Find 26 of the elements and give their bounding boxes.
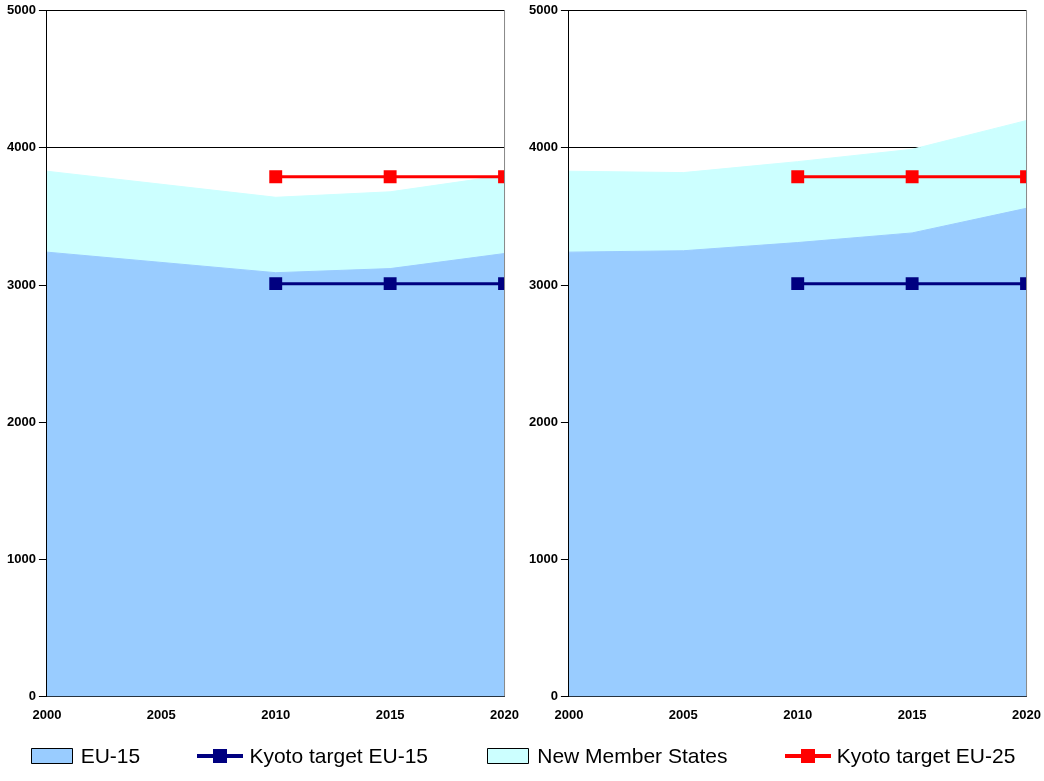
y-tick-label: 5000 bbox=[7, 2, 36, 18]
y-tick-label: 1000 bbox=[7, 550, 36, 566]
x-tick-label: 2020 bbox=[490, 706, 519, 722]
y-tick-label: 3000 bbox=[529, 276, 558, 292]
x-tick-label: 2010 bbox=[261, 706, 291, 722]
x-tick-label: 2020 bbox=[1012, 706, 1041, 722]
y-tick-label: 2000 bbox=[7, 413, 36, 429]
x-tick-label: 2010 bbox=[783, 706, 813, 722]
legend-label: Kyoto target EU-25 bbox=[836, 744, 1016, 768]
y-tick-label: 2000 bbox=[529, 413, 558, 429]
x-tick-label: 2015 bbox=[897, 706, 927, 722]
y-tick-label: 3000 bbox=[7, 276, 36, 292]
x-tick-label: 2005 bbox=[668, 706, 698, 722]
x-tick-label: 2015 bbox=[375, 706, 405, 722]
y-tick-label: 0 bbox=[28, 687, 36, 703]
legend-label: Kyoto target EU-15 bbox=[249, 744, 428, 768]
y-tick-label: 4000 bbox=[529, 139, 558, 155]
legend-label: EU-15 bbox=[80, 744, 141, 768]
x-tick-label: 2000 bbox=[554, 706, 584, 722]
legend-label: New Member States bbox=[537, 744, 728, 768]
y-tick-label: 0 bbox=[550, 687, 558, 703]
x-tick-label: 2005 bbox=[146, 706, 176, 722]
y-tick-label: 5000 bbox=[529, 2, 558, 18]
x-tick-label: 2000 bbox=[32, 706, 62, 722]
y-tick-label: 4000 bbox=[7, 139, 36, 155]
y-tick-label: 1000 bbox=[529, 550, 558, 566]
